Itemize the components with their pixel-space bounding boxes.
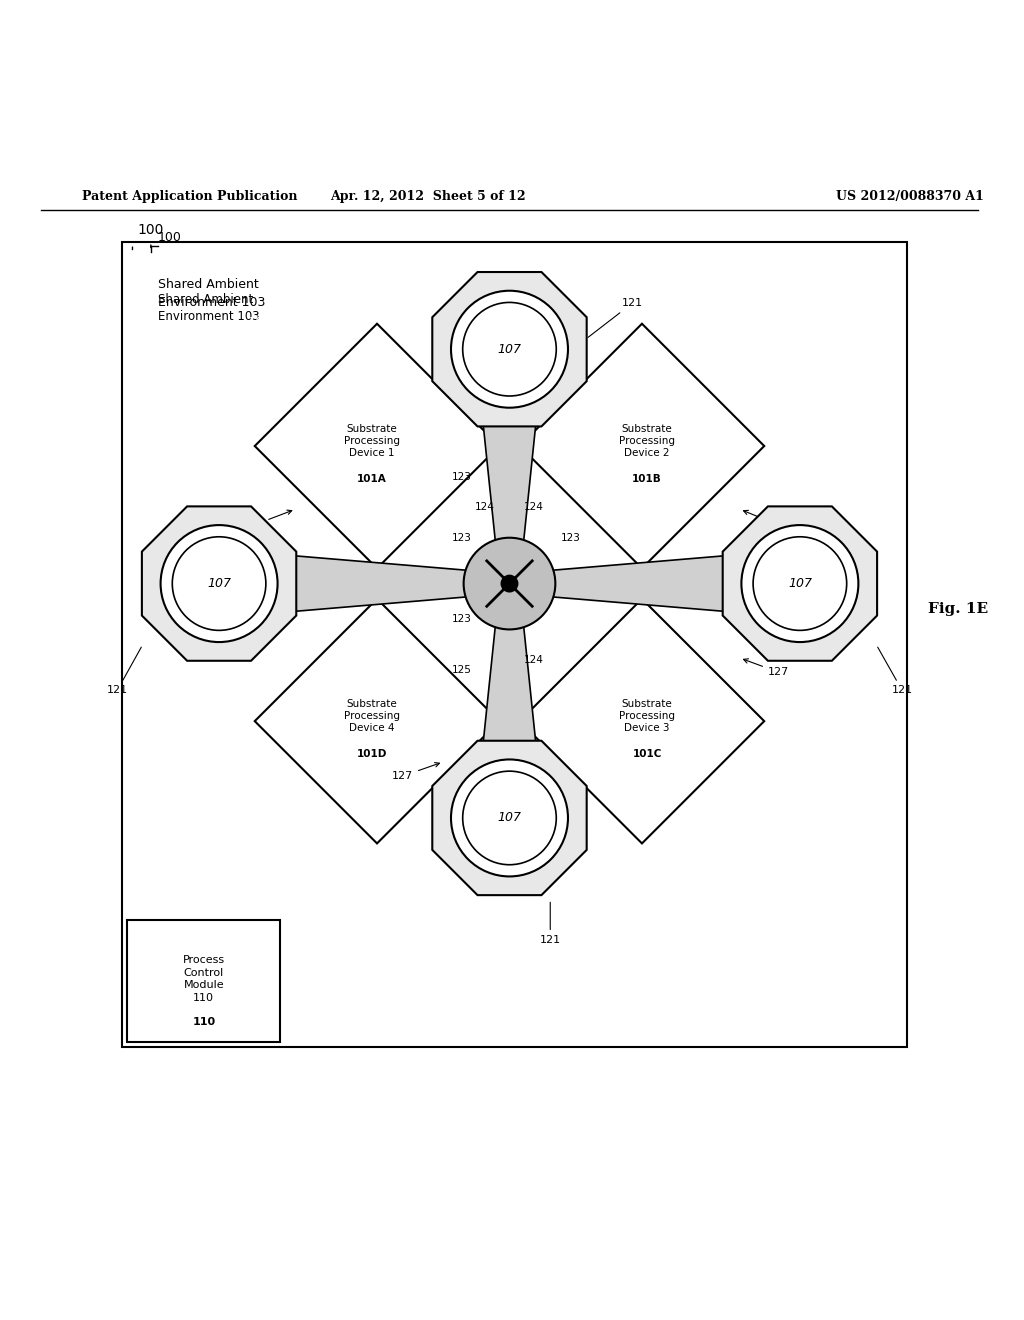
Text: 123: 123 [561,533,581,543]
Circle shape [753,537,847,631]
Text: 123: 123 [452,614,471,624]
Circle shape [463,302,556,396]
Polygon shape [723,507,878,661]
Polygon shape [255,599,500,843]
Text: 127: 127 [743,511,791,531]
Text: 110: 110 [193,1016,215,1027]
Text: 123: 123 [452,471,471,482]
Text: 127: 127 [743,659,790,677]
Text: 101D: 101D [356,748,387,759]
Text: Shared Ambient
Environment 103: Shared Ambient Environment 103 [158,279,265,309]
Text: Substrate
Processing
Device 2: Substrate Processing Device 2 [620,424,675,458]
Circle shape [741,525,858,642]
Text: 124: 124 [524,502,544,512]
Polygon shape [527,556,727,611]
Text: 124: 124 [524,655,544,665]
Polygon shape [432,272,587,426]
Text: 127: 127 [562,334,584,379]
Polygon shape [142,507,296,661]
Text: 121: 121 [540,903,561,945]
Polygon shape [481,408,538,569]
Polygon shape [432,741,587,895]
Polygon shape [519,599,764,843]
Text: 101C: 101C [633,748,662,759]
Text: US 2012/0088370 A1: US 2012/0088370 A1 [836,190,983,203]
Text: Substrate
Processing
Device 4: Substrate Processing Device 4 [344,700,400,733]
Polygon shape [292,556,493,611]
Circle shape [161,525,278,642]
Text: 121: 121 [878,647,912,696]
Text: 123: 123 [452,533,471,543]
Text: 107: 107 [498,812,521,825]
Circle shape [501,576,518,591]
Text: 107: 107 [207,577,231,590]
Circle shape [464,537,555,630]
Text: Fig. 1E: Fig. 1E [929,602,988,616]
Text: 100: 100 [158,231,182,244]
Bar [122,243,907,1047]
Text: 124: 124 [475,502,495,512]
Text: 125: 125 [452,665,471,676]
Circle shape [172,537,266,631]
Text: 101B: 101B [632,474,662,483]
Text: 107: 107 [787,577,812,590]
Text: 127: 127 [242,510,292,531]
Text: 127: 127 [392,763,439,781]
Text: Shared Ambient
Environment 103: Shared Ambient Environment 103 [158,293,259,323]
FancyBboxPatch shape [127,920,281,1041]
Circle shape [463,771,556,865]
Polygon shape [519,323,764,569]
Text: Substrate
Processing
Device 1: Substrate Processing Device 1 [344,424,400,458]
Circle shape [451,290,568,408]
Circle shape [451,759,568,876]
Text: 107: 107 [498,343,521,355]
Text: Process
Control
Module
110: Process Control Module 110 [182,956,225,1002]
Text: 100: 100 [137,223,164,238]
Text: 103: 103 [158,315,270,329]
Text: 121: 121 [106,647,141,696]
Text: 121: 121 [588,298,643,338]
Polygon shape [255,323,500,569]
Text: Apr. 12, 2012  Sheet 5 of 12: Apr. 12, 2012 Sheet 5 of 12 [330,190,525,203]
Text: Substrate
Processing
Device 3: Substrate Processing Device 3 [620,700,675,733]
Polygon shape [481,598,538,759]
Text: 101A: 101A [357,474,387,483]
Text: Patent Application Publication: Patent Application Publication [82,190,297,203]
